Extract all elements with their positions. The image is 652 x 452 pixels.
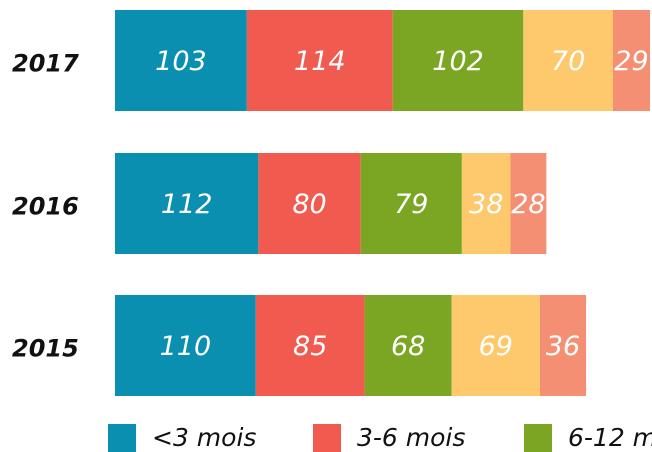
bar-segment [360, 153, 462, 254]
value-label: 112 [161, 189, 213, 220]
value-label: 85 [293, 331, 327, 362]
legend-label: <3 mois [152, 423, 256, 452]
value-label: 68 [391, 331, 425, 362]
bar-segment [115, 10, 247, 111]
bar-segment [115, 153, 259, 254]
value-label: 70 [551, 46, 585, 77]
value-label: 102 [432, 46, 484, 77]
legend-label: 3-6 mois [357, 423, 465, 452]
value-label: 29 [614, 46, 648, 77]
bar-segment [523, 10, 613, 111]
value-label: 69 [479, 331, 513, 362]
category-label: 2016 [12, 193, 79, 221]
bar-segment [392, 10, 524, 111]
bar-segment [510, 153, 547, 254]
bar-segment [612, 10, 651, 111]
value-label: 36 [546, 331, 580, 362]
value-label: 79 [394, 189, 428, 220]
category-label: 2015 [12, 335, 79, 363]
value-label: 80 [292, 189, 326, 220]
value-label: 114 [294, 46, 346, 77]
value-label: 28 [511, 189, 545, 220]
bar-segment [258, 153, 361, 254]
bar-segment [115, 295, 256, 396]
legend-swatch [108, 424, 136, 452]
bar-segment [246, 10, 393, 111]
bar-segment [255, 295, 365, 396]
bar-segment [539, 295, 587, 396]
value-label: 110 [160, 331, 212, 362]
legend-label: 6-12 mois [568, 423, 652, 452]
legend-swatch [524, 424, 552, 452]
category-label: 2017 [12, 50, 79, 78]
bar-segment [364, 295, 452, 396]
value-label: 103 [155, 46, 207, 77]
value-label: 38 [469, 189, 503, 220]
bar-segment [451, 295, 540, 396]
bar-segment [461, 153, 511, 254]
legend-swatch [313, 424, 341, 452]
